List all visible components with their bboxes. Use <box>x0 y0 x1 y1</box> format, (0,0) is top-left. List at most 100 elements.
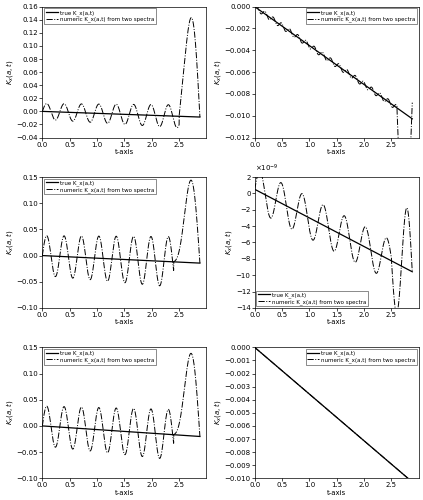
numeric K_x(a,t) from two spectra <box>280 368 285 374</box>
Legend: true K_x(a,t), numeric K_x(a,t) from two spectra: true K_x(a,t), numeric K_x(a,t) from two… <box>305 349 417 364</box>
true K_x(a,t) <box>252 4 257 10</box>
numeric K_x(a,t) from two spectra <box>107 272 112 278</box>
Line: numeric K_x(a,t) from two spectra: numeric K_x(a,t) from two spectra <box>42 180 200 286</box>
numeric K_x(a,t) from two spectra <box>319 202 324 208</box>
Y-axis label: $K_x(a,t)$: $K_x(a,t)$ <box>4 230 15 255</box>
true K_x(a,t) <box>194 114 199 120</box>
numeric K_x(a,t) from two spectra <box>107 444 112 450</box>
true K_x(a,t) <box>100 427 105 433</box>
true K_x(a,t) <box>319 402 324 408</box>
numeric K_x(a,t) from two spectra <box>394 310 399 316</box>
Y-axis label: $K_x(a,t)$: $K_x(a,t)$ <box>223 230 234 255</box>
numeric K_x(a,t) from two spectra <box>157 283 162 289</box>
numeric K_x(a,t) from two spectra <box>195 218 200 224</box>
true K_x(a,t) <box>319 222 324 228</box>
true K_x(a,t) <box>252 186 257 192</box>
numeric K_x(a,t) from two spectra <box>100 424 105 430</box>
numeric K_x(a,t) from two spectra <box>157 456 162 462</box>
X-axis label: t-axis: t-axis <box>115 490 134 496</box>
numeric K_x(a,t) from two spectra <box>252 344 257 350</box>
numeric K_x(a,t) from two spectra <box>270 212 275 218</box>
true K_x(a,t) <box>313 46 318 52</box>
Line: true K_x(a,t): true K_x(a,t) <box>42 426 200 436</box>
Legend: true K_x(a,t), numeric K_x(a,t) from two spectra: true K_x(a,t), numeric K_x(a,t) from two… <box>44 178 156 194</box>
true K_x(a,t) <box>407 476 412 482</box>
true K_x(a,t) <box>177 432 182 438</box>
numeric K_x(a,t) from two spectra <box>252 186 257 192</box>
true K_x(a,t) <box>280 368 285 374</box>
true K_x(a,t) <box>58 254 63 260</box>
true K_x(a,t) <box>107 428 112 434</box>
X-axis label: t-axis: t-axis <box>327 149 346 155</box>
X-axis label: t-axis: t-axis <box>327 320 346 326</box>
X-axis label: t-axis: t-axis <box>115 320 134 326</box>
true K_x(a,t) <box>407 114 412 119</box>
true K_x(a,t) <box>177 259 182 265</box>
numeric K_x(a,t) from two spectra <box>410 269 415 275</box>
true K_x(a,t) <box>410 116 415 122</box>
numeric K_x(a,t) from two spectra <box>270 14 275 20</box>
Legend: true K_x(a,t), numeric K_x(a,t) from two spectra: true K_x(a,t), numeric K_x(a,t) from two… <box>44 8 156 24</box>
true K_x(a,t) <box>270 360 275 366</box>
true K_x(a,t) <box>390 462 395 468</box>
numeric K_x(a,t) from two spectra <box>40 108 45 114</box>
numeric K_x(a,t) from two spectra <box>410 100 415 105</box>
numeric K_x(a,t) from two spectra <box>67 263 72 269</box>
Line: true K_x(a,t): true K_x(a,t) <box>255 190 412 272</box>
numeric K_x(a,t) from two spectra <box>407 174 412 180</box>
Y-axis label: $K_x(a,t)$: $K_x(a,t)$ <box>4 60 15 84</box>
Line: true K_x(a,t): true K_x(a,t) <box>255 6 412 119</box>
Y-axis label: $K_x(a,t)$: $K_x(a,t)$ <box>212 400 223 425</box>
Line: numeric K_x(a,t) from two spectra: numeric K_x(a,t) from two spectra <box>255 5 412 234</box>
true K_x(a,t) <box>67 254 72 260</box>
true K_x(a,t) <box>319 52 324 58</box>
numeric K_x(a,t) from two spectra <box>390 104 395 110</box>
numeric K_x(a,t) from two spectra <box>177 106 182 112</box>
true K_x(a,t) <box>390 258 395 264</box>
Line: numeric K_x(a,t) from two spectra: numeric K_x(a,t) from two spectra <box>255 348 412 482</box>
numeric K_x(a,t) from two spectra <box>410 479 415 485</box>
Line: true K_x(a,t): true K_x(a,t) <box>42 256 200 263</box>
true K_x(a,t) <box>58 424 63 430</box>
numeric K_x(a,t) from two spectra <box>270 360 275 366</box>
true K_x(a,t) <box>313 396 318 402</box>
Legend: true K_x(a,t), numeric K_x(a,t) from two spectra: true K_x(a,t), numeric K_x(a,t) from two… <box>305 8 417 24</box>
numeric K_x(a,t) from two spectra <box>402 232 407 237</box>
numeric K_x(a,t) from two spectra <box>175 124 180 130</box>
numeric K_x(a,t) from two spectra <box>257 168 262 174</box>
true K_x(a,t) <box>270 196 275 202</box>
numeric K_x(a,t) from two spectra <box>40 423 45 429</box>
true K_x(a,t) <box>280 23 285 29</box>
numeric K_x(a,t) from two spectra <box>195 60 200 66</box>
numeric K_x(a,t) from two spectra <box>280 181 285 187</box>
true K_x(a,t) <box>67 424 72 430</box>
numeric K_x(a,t) from two spectra <box>319 402 324 408</box>
numeric K_x(a,t) from two spectra <box>198 260 203 266</box>
true K_x(a,t) <box>40 108 45 114</box>
numeric K_x(a,t) from two spectra <box>280 21 285 27</box>
true K_x(a,t) <box>107 111 112 117</box>
Legend: true K_x(a,t), numeric K_x(a,t) from two spectra: true K_x(a,t), numeric K_x(a,t) from two… <box>44 349 156 364</box>
Line: numeric K_x(a,t) from two spectra: numeric K_x(a,t) from two spectra <box>42 354 200 459</box>
true K_x(a,t) <box>40 252 45 258</box>
true K_x(a,t) <box>390 102 395 107</box>
numeric K_x(a,t) from two spectra <box>407 476 412 482</box>
numeric K_x(a,t) from two spectra <box>67 113 72 119</box>
true K_x(a,t) <box>67 110 72 116</box>
numeric K_x(a,t) from two spectra <box>188 350 193 356</box>
numeric K_x(a,t) from two spectra <box>198 434 203 440</box>
numeric K_x(a,t) from two spectra <box>100 109 105 115</box>
numeric K_x(a,t) from two spectra <box>177 418 182 424</box>
true K_x(a,t) <box>252 344 257 350</box>
numeric K_x(a,t) from two spectra <box>313 44 318 51</box>
Y-axis label: $K_x(a,t)$: $K_x(a,t)$ <box>212 60 223 84</box>
numeric K_x(a,t) from two spectra <box>58 249 63 255</box>
numeric K_x(a,t) from two spectra <box>313 233 318 239</box>
true K_x(a,t) <box>410 269 415 275</box>
true K_x(a,t) <box>107 256 112 262</box>
true K_x(a,t) <box>198 114 203 120</box>
numeric K_x(a,t) from two spectra <box>177 244 182 250</box>
numeric K_x(a,t) from two spectra <box>100 252 105 258</box>
Legend: true K_x(a,t), numeric K_x(a,t) from two spectra: true K_x(a,t), numeric K_x(a,t) from two… <box>256 290 368 306</box>
true K_x(a,t) <box>194 434 199 440</box>
